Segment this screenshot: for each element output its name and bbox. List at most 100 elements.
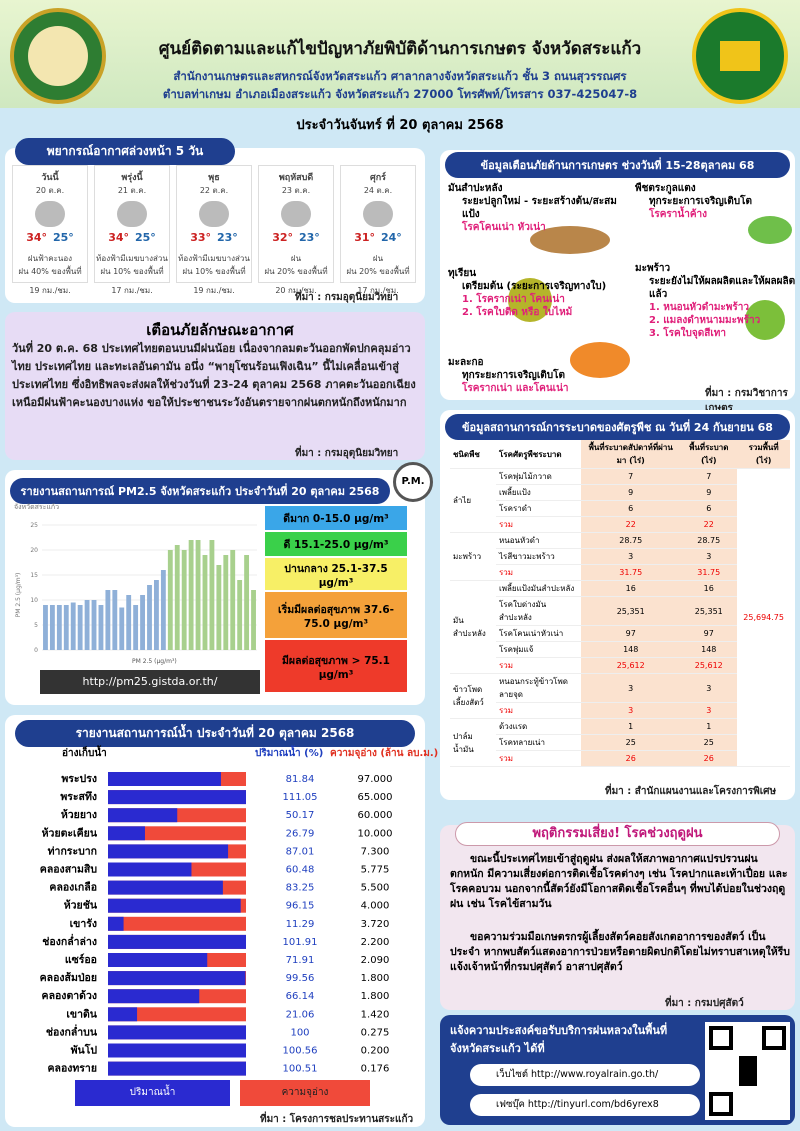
temps: 31° 24° [341,231,415,244]
day-date: 22 ต.ค. [199,186,229,195]
crop-images [508,216,792,378]
rain-chance: ฝน 40% ของพื้นที่ [18,267,82,276]
cell: โรคราดำ [496,500,582,517]
water-bar [108,898,241,913]
pct: 50.17 [286,810,315,821]
bar [56,605,62,650]
legend-pct: ปริมาณน้ำ [75,1080,230,1106]
wind: 17 กม./ชม. [357,286,399,295]
bar [202,555,208,650]
bar [167,550,173,650]
capacity: 1.800 [361,991,390,1002]
source: ที่มา : กรมปศุสัตว์ [665,998,744,1009]
stage: ทุกระยะการเจริญเติบโต [462,370,565,381]
bar [251,590,256,650]
col-header: ปริมาณน้ำ (%) [255,748,324,759]
facebook[interactable]: เฟซบุ๊ค http://tinyurl.com/bd6yrex8 [470,1094,700,1116]
day-name: พรุ่งนี้ [121,173,143,183]
weather-card: พุธ 22 ต.ค. 33° 23° ท้องฟ้ามีเมฆบางส่วน ฝน 10… [176,165,252,295]
cell: 97 [581,625,681,642]
weather-icon [117,201,147,227]
water-bar [108,953,208,967]
pct: 83.25 [286,883,315,894]
reservoir-name: พระสทึง [60,791,97,803]
cell: โรคใบด่างมันสำปะหลัง [496,596,582,626]
rain-chance: ฝน 20% ของพื้นที่ [346,267,410,276]
warning-box [5,312,425,460]
alert-item: พืชตระกูลแตง ทุกระยะการเจริญเติบโต โรคราน้… [635,182,800,221]
pct: 66.14 [286,991,315,1002]
crop: มะละกอ [448,357,484,368]
cell: หนอนกระทู้ข้าวโพดลายจุด [496,673,582,703]
disease-text: ขณะนี้ประเทศไทยเข้าสู่ฤดูฝน ส่งผลให้สภาพ… [450,853,788,910]
bar [77,605,83,650]
legend: PM 2.5 (µg/m³) [132,658,177,665]
bar [133,605,139,650]
table-row: รวม 25,612 25,612 [450,657,790,674]
reservoir-name: ช่องกล่ำล่าง [42,933,97,948]
water-bar [108,808,178,823]
weather-desc: ฝนฟ้าคะนอง [27,254,73,263]
source: ที่มา : กรมวิชาการเกษตร [705,388,788,414]
cell: เพลี้ยแป้ง [496,484,582,501]
alerts-title: ข้อมูลเตือนภัยด้านการเกษตร ช่วงวันที่ 15… [445,152,790,178]
bar [98,605,104,650]
y-tick-label: 20 [30,547,38,554]
cell: 28.75 [581,532,681,549]
alert-item: มันสำปะหลัง ระยะปลูกใหม่ - ระยะสร้างต้น/ส… [448,182,618,234]
day-name: ศุกร์ [370,173,386,183]
weather-card: พรุ่งนี้ 21 ต.ค. 34° 25° ท้องฟ้ามีเมฆบางส่วน… [94,165,170,295]
water-bar [108,844,229,859]
day-date: 20 ต.ค. [35,186,65,195]
wind: 20 กม./ชม. [275,286,317,295]
cell: 7 [680,468,738,485]
reservoir-name: คลองส้มป่อย [40,971,97,984]
cell: รวม [496,702,582,719]
header-cell: โรคศัตรูพืชระบาด [496,440,582,469]
risk: 3. โรคใบจุดสีเทา [649,328,726,339]
table-row: รวม 31.75 31.75 [450,564,790,581]
pct: 60.48 [286,865,315,876]
cell: 7 [581,468,681,485]
date: ประจำวันจันทร์ ที่ 20 ตุลาคม 2568 [296,118,504,133]
bar [195,540,201,650]
cell: รวม [496,564,582,581]
pm-chart: จังหวัดสระแก้ว PM 2.5 (µg/m³) 0 5 10 15 20 25 PM… [14,503,257,665]
cell: 16 [581,580,681,597]
table-row: ปาล์มน้ำมัน ด้วงแรด 1 1 [450,718,790,767]
cell: 9 [581,484,681,501]
reservoir-name: พันโป [71,1044,98,1057]
pct: 100.56 [283,1046,318,1057]
temp-high: 31° [354,231,375,244]
day-name: พฤหัสบดี [278,173,314,183]
crop-cell: ลำไย [450,468,496,533]
pct: 87.01 [286,846,315,857]
weather-desc: ฝน [372,254,384,263]
reservoir-name: ห้วยตะเคียน [42,826,98,839]
bar [49,605,55,650]
reservoir-name: ท่ากระบาก [48,845,97,857]
temps: 34° 25° [13,231,87,244]
bar [174,545,180,650]
water-bar [108,790,246,805]
bar [181,550,187,650]
risk: 1. หนอนหัวดำมะพร้าว [649,302,749,313]
crop-cell: ข้าวโพดเลี้ยงสัตว์ [450,673,496,719]
bar [216,565,222,650]
temp-low: 24° [381,231,402,244]
website[interactable]: เว็บไซต์ http://www.royalrain.go.th/ [470,1064,700,1086]
header-cell: รวมพื้นที่ (ไร่) [737,440,790,469]
water-bar [108,1043,246,1058]
warning-title: เตือนภัยลักษณะอากาศ [146,321,294,339]
weather-desc: ท้องฟ้ามีเมฆบางส่วน [178,254,250,263]
cell: รวม [496,516,582,533]
bar [230,550,236,650]
table-row: โรคพุ่มแจ้ 148 148 [450,641,790,658]
cell: 6 [680,500,738,517]
pm-badge: P.M. [393,462,433,502]
cell: 28.75 [680,532,738,549]
reservoir-name: คลองสามสิบ [40,864,98,876]
pm-url: http://pm25.gistda.or.th/ [40,670,260,694]
pct: 26.79 [286,828,315,839]
water-bar [108,971,246,986]
